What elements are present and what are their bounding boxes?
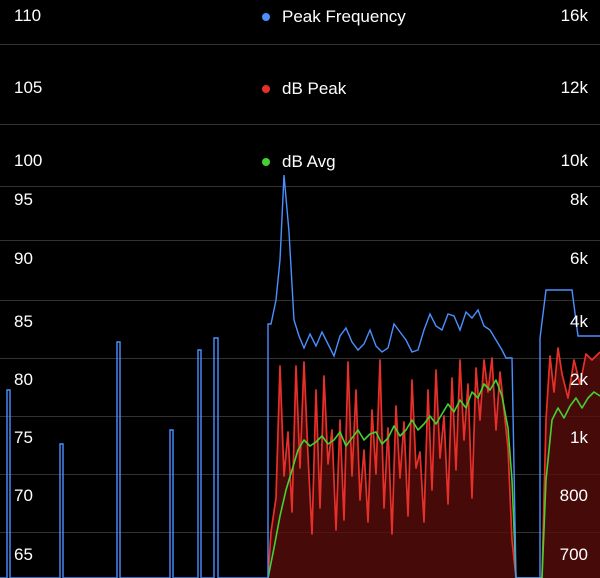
legend-dot-icon bbox=[262, 85, 270, 93]
y-tick-right: 8k bbox=[570, 190, 588, 210]
db-peak-line bbox=[268, 348, 600, 578]
y-tick-left: 70 bbox=[14, 486, 33, 506]
grid-line bbox=[0, 532, 600, 533]
y-tick-left: 85 bbox=[14, 312, 33, 332]
y-tick-right: 12k bbox=[561, 78, 588, 98]
grid-line bbox=[0, 124, 600, 125]
legend-dot-icon bbox=[262, 158, 270, 166]
y-tick-right: 700 bbox=[560, 545, 588, 565]
y-tick-right: 10k bbox=[561, 151, 588, 171]
legend-label: dB Peak bbox=[282, 79, 346, 99]
legend-label: dB Avg bbox=[282, 152, 336, 172]
legend-dot-icon bbox=[262, 13, 270, 21]
y-tick-right: 800 bbox=[560, 486, 588, 506]
y-tick-left: 65 bbox=[14, 545, 33, 565]
y-tick-left: 90 bbox=[14, 249, 33, 269]
grid-line bbox=[0, 300, 600, 301]
y-tick-right: 6k bbox=[570, 249, 588, 269]
y-tick-right: 16k bbox=[561, 6, 588, 26]
grid-line bbox=[0, 44, 600, 45]
y-tick-left: 110 bbox=[14, 6, 41, 26]
y-tick-right: 1k bbox=[570, 428, 588, 448]
grid-line bbox=[0, 186, 600, 187]
y-tick-left: 80 bbox=[14, 370, 33, 390]
legend-item: dB Peak bbox=[262, 79, 346, 99]
legend-item: Peak Frequency bbox=[262, 7, 406, 27]
y-tick-left: 75 bbox=[14, 428, 33, 448]
audio-levels-chart: 110 105 100 95 90 85 80 75 70 65 16k 12k 10k 8k 6k 4k 2k… bbox=[0, 0, 600, 578]
peak-frequency-line bbox=[0, 175, 600, 578]
grid-line bbox=[0, 240, 600, 241]
grid-line bbox=[0, 416, 600, 417]
legend-label: Peak Frequency bbox=[282, 7, 406, 27]
y-tick-left: 105 bbox=[14, 78, 42, 98]
y-tick-right: 2k bbox=[570, 370, 588, 390]
legend-item: dB Avg bbox=[262, 152, 336, 172]
db-peak-area bbox=[268, 348, 600, 578]
db-avg-line bbox=[268, 380, 600, 578]
grid-line bbox=[0, 474, 600, 475]
grid-line bbox=[0, 358, 600, 359]
y-tick-left: 95 bbox=[14, 190, 33, 210]
y-tick-left: 100 bbox=[14, 151, 42, 171]
y-tick-right: 4k bbox=[570, 312, 588, 332]
